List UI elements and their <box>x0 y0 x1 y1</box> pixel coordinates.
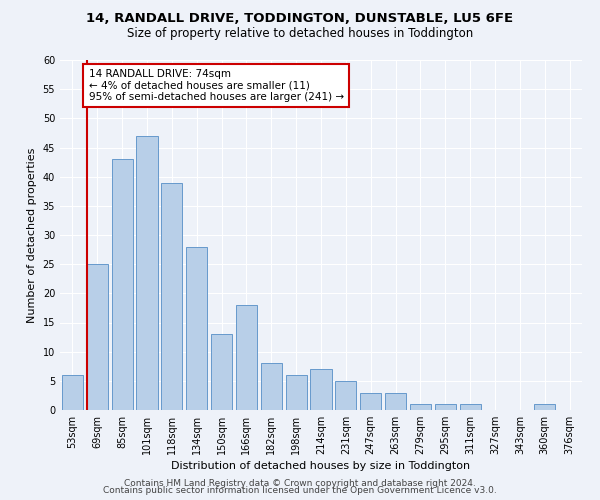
Bar <box>286 375 307 410</box>
Bar <box>335 381 356 410</box>
Bar <box>62 375 83 410</box>
Bar <box>87 264 108 410</box>
Bar <box>310 369 332 410</box>
Y-axis label: Number of detached properties: Number of detached properties <box>27 148 37 322</box>
Bar <box>410 404 431 410</box>
Text: Size of property relative to detached houses in Toddington: Size of property relative to detached ho… <box>127 28 473 40</box>
Text: Contains public sector information licensed under the Open Government Licence v3: Contains public sector information licen… <box>103 486 497 495</box>
Bar <box>161 182 182 410</box>
Bar <box>112 159 133 410</box>
Bar <box>435 404 456 410</box>
Text: 14 RANDALL DRIVE: 74sqm
← 4% of detached houses are smaller (11)
95% of semi-det: 14 RANDALL DRIVE: 74sqm ← 4% of detached… <box>89 69 344 102</box>
Bar <box>236 305 257 410</box>
X-axis label: Distribution of detached houses by size in Toddington: Distribution of detached houses by size … <box>172 461 470 471</box>
Bar <box>360 392 381 410</box>
Bar <box>534 404 555 410</box>
Bar <box>460 404 481 410</box>
Bar <box>261 364 282 410</box>
Bar <box>186 246 207 410</box>
Text: Contains HM Land Registry data © Crown copyright and database right 2024.: Contains HM Land Registry data © Crown c… <box>124 478 476 488</box>
Bar <box>136 136 158 410</box>
Bar <box>385 392 406 410</box>
Text: 14, RANDALL DRIVE, TODDINGTON, DUNSTABLE, LU5 6FE: 14, RANDALL DRIVE, TODDINGTON, DUNSTABLE… <box>86 12 514 26</box>
Bar <box>211 334 232 410</box>
